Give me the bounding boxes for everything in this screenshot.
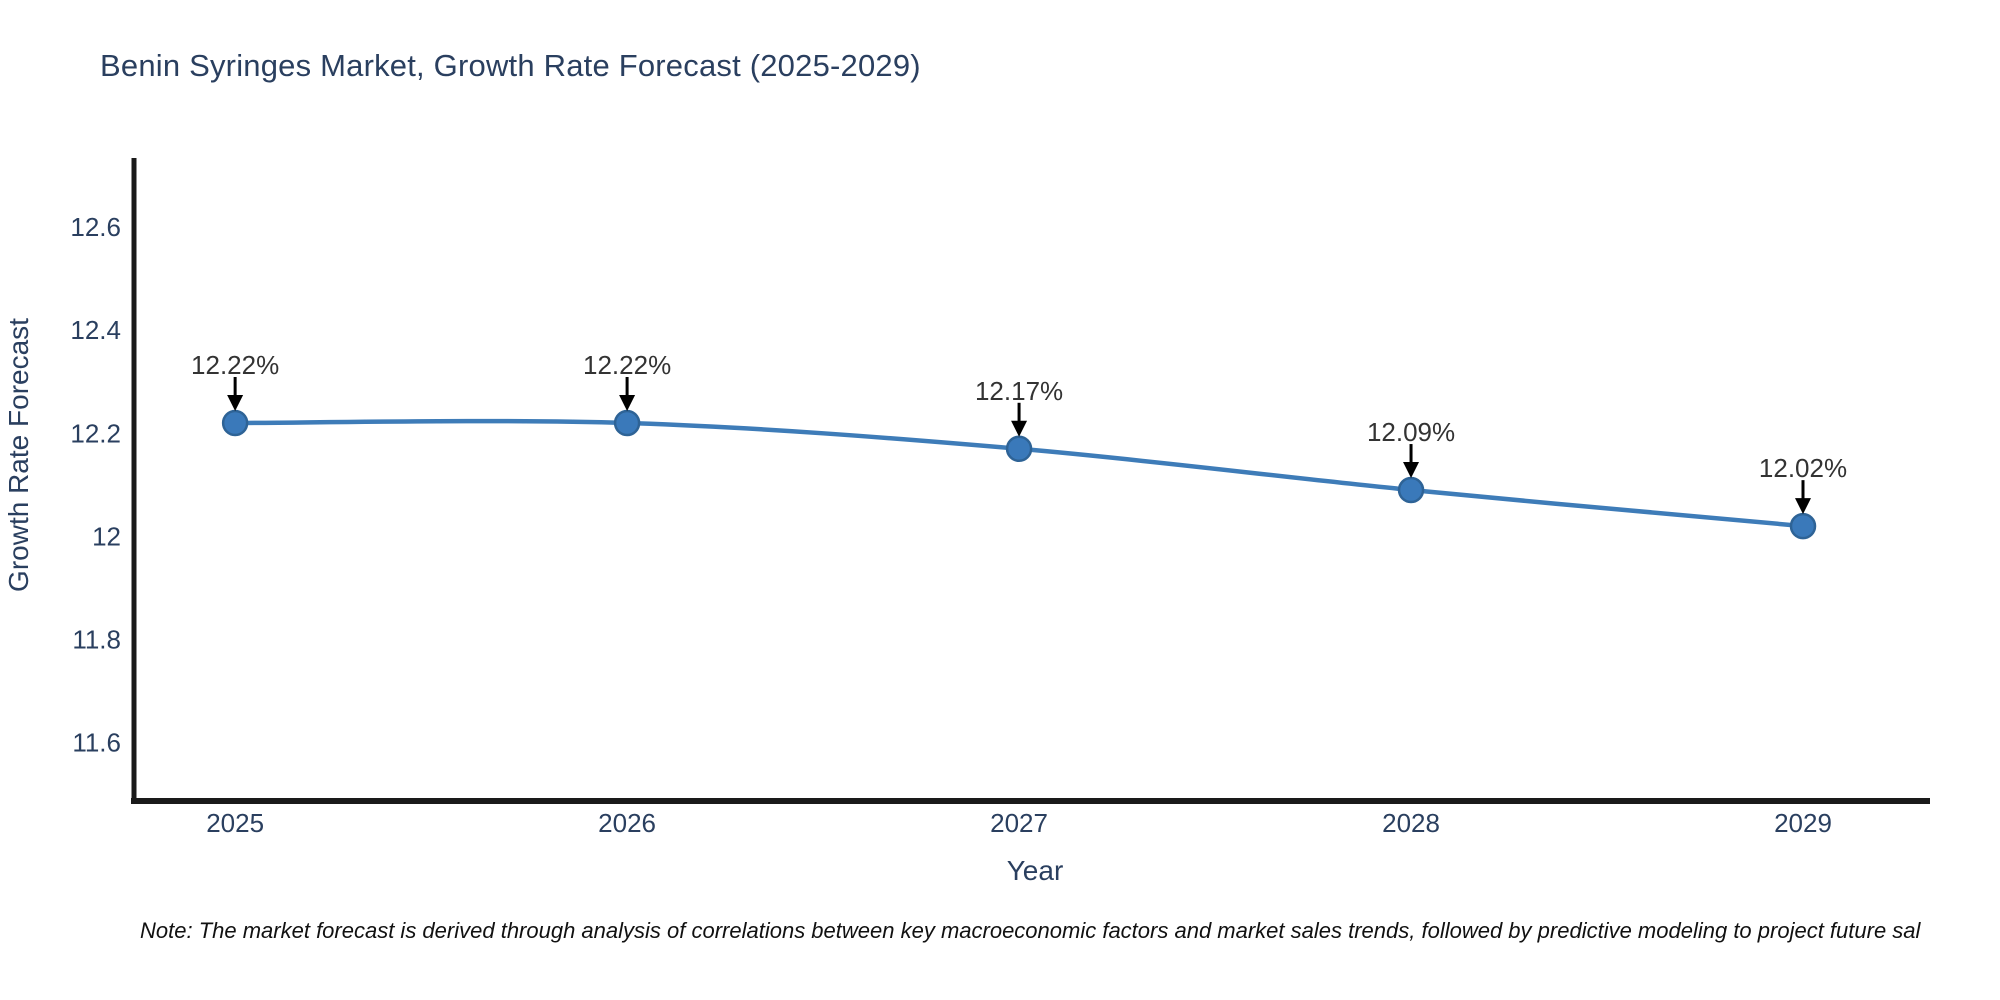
data-point-marker — [221, 409, 249, 437]
annotation-arrowhead — [1795, 498, 1812, 515]
point-annotation: 12.22% — [191, 350, 279, 380]
y-tick-label: 12 — [92, 521, 121, 551]
annotation-arrowhead — [619, 395, 636, 412]
y-tick-label: 12.6 — [70, 212, 121, 242]
x-tick-label: 2025 — [206, 808, 264, 838]
point-annotation: 12.17% — [975, 376, 1063, 406]
x-tick-label: 2026 — [598, 808, 656, 838]
chart-title: Benin Syringes Market, Growth Rate Forec… — [100, 48, 921, 83]
data-point-marker — [1005, 435, 1033, 463]
point-annotation: 12.22% — [583, 350, 671, 380]
point-annotation: 12.09% — [1367, 417, 1455, 447]
point-annotation: 12.02% — [1759, 453, 1847, 483]
x-tick-label: 2028 — [1382, 808, 1440, 838]
footnote: Note: The market forecast is derived thr… — [140, 918, 1921, 943]
annotation-arrowhead — [1403, 462, 1420, 479]
x-tick-label: 2029 — [1774, 808, 1832, 838]
y-tick-label: 11.6 — [72, 728, 121, 758]
annotation-arrowhead — [1011, 420, 1028, 437]
data-point-marker — [1397, 476, 1425, 504]
y-tick-label: 12.4 — [70, 315, 121, 345]
y-tick-label: 11.8 — [72, 625, 121, 655]
x-axis-title: Year — [1007, 855, 1064, 886]
data-point-marker — [613, 409, 641, 437]
data-point-marker — [1789, 512, 1817, 540]
x-tick-label: 2027 — [990, 808, 1048, 838]
annotation-arrowhead — [227, 395, 244, 412]
y-axis-title: Growth Rate Forecast — [3, 318, 34, 592]
y-tick-label: 12.2 — [70, 418, 121, 448]
